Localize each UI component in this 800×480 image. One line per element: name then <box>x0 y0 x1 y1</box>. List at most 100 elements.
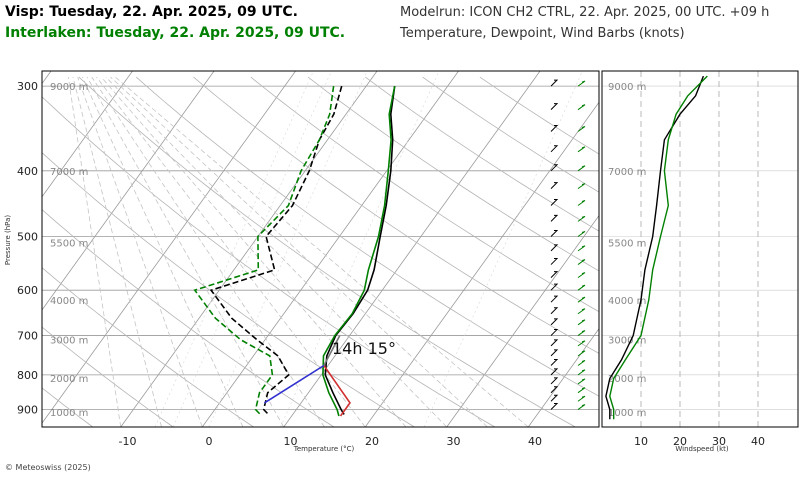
skewt-axes: 300 400 500 600 700 800 900 -10 0 10 20 30 40 <box>17 80 542 448</box>
wind-line-0 <box>605 75 705 420</box>
profile-line-2 <box>322 85 396 417</box>
barb-visp-8 <box>550 229 559 237</box>
profile-line-4 <box>323 365 351 417</box>
mixing-line-4 <box>208 71 368 427</box>
barb-visp-15 <box>550 318 559 326</box>
moist-adiabat-5 <box>82 76 244 427</box>
wind-x-tick-10: 10 <box>634 435 648 448</box>
skewt-grid <box>42 71 599 427</box>
barb-visp-0 <box>550 79 559 87</box>
profile-line-1 <box>209 85 343 415</box>
barb-visp-21 <box>550 377 559 385</box>
barb-interlaken-15 <box>577 319 586 326</box>
moist-adiabat-10 <box>86 76 285 427</box>
moist-adiabat-20 <box>96 76 366 427</box>
barb-visp-2 <box>550 124 559 132</box>
profile-line-5 <box>263 364 325 404</box>
x-tick--10: -10 <box>119 435 137 448</box>
barb-interlaken-5 <box>577 183 586 190</box>
barb-visp-6 <box>550 198 559 206</box>
barb-visp-13 <box>550 295 559 303</box>
barb-interlaken-24 <box>577 404 586 410</box>
y-axis-label: Pressure (hPa) <box>4 215 12 265</box>
dry-adiabat-5 <box>42 267 254 427</box>
barb-interlaken-20 <box>577 369 586 376</box>
wind-x-tick-20: 20 <box>673 435 687 448</box>
barb-interlaken-4 <box>577 165 586 172</box>
profile-line-0 <box>324 85 396 415</box>
mixing-line-8 <box>280 71 440 427</box>
barb-interlaken-3 <box>577 146 586 153</box>
copyright: © Meteoswiss (2025) <box>5 463 91 472</box>
skewt-frame <box>41 70 600 428</box>
y-tick-600: 600 <box>17 284 38 297</box>
wind-altitude-label-2: 5500 m <box>608 238 646 249</box>
barb-interlaken-16 <box>577 330 586 336</box>
wind-altitude-label-3: 4000 m <box>608 296 646 307</box>
barb-interlaken-12 <box>577 284 586 291</box>
y-tick-300: 300 <box>17 80 38 93</box>
windspeed-frame <box>601 70 799 428</box>
barb-visp-20 <box>550 368 559 376</box>
x-tick-20: 20 <box>365 435 379 448</box>
wind-altitude-label-5: 2000 m <box>608 374 646 385</box>
barb-visp-16 <box>550 329 559 336</box>
barb-interlaken-2 <box>577 126 586 132</box>
dry-adiabat-7 <box>42 152 415 427</box>
barb-interlaken-19 <box>577 360 586 366</box>
barb-visp-19 <box>550 359 559 366</box>
profile-line-6 <box>323 335 341 366</box>
barb-visp-17 <box>550 339 559 347</box>
y-tick-900: 900 <box>17 404 38 417</box>
wind-altitude-label-4: 3000 m <box>608 336 646 347</box>
isotherm--10 <box>120 71 378 427</box>
barb-interlaken-23 <box>577 395 586 402</box>
altitude-label-5: 2000 m <box>50 374 88 385</box>
barb-interlaken-7 <box>577 215 586 222</box>
barb-interlaken-6 <box>577 199 586 206</box>
barb-interlaken-14 <box>577 308 586 315</box>
dry-adiabat-4 <box>42 326 174 427</box>
y-tick-700: 700 <box>17 330 38 343</box>
barb-visp-9 <box>550 244 559 252</box>
y-tick-500: 500 <box>17 230 38 243</box>
barb-visp-18 <box>550 349 559 357</box>
wind-altitude-label-0: 9000 m <box>608 82 646 93</box>
barb-visp-10 <box>550 258 559 265</box>
isotherm--40 <box>42 71 133 198</box>
isotherm--20 <box>42 71 296 424</box>
altitude-label-3: 4000 m <box>50 296 88 307</box>
dry-adiabat-12 <box>250 76 599 313</box>
skewt-profiles <box>193 85 396 417</box>
x-tick-10: 10 <box>284 435 298 448</box>
barb-visp-24 <box>550 403 559 410</box>
windspeed-altitude-labels: 9000 m 7000 m 5500 m 4000 m 3000 m 2000 m 1000… <box>608 82 646 419</box>
barb-interlaken-8 <box>577 231 586 237</box>
barb-visp-11 <box>550 271 559 278</box>
barb-visp-3 <box>550 145 559 153</box>
barb-visp-14 <box>550 307 559 315</box>
altitude-label-2: 5500 m <box>50 238 88 249</box>
station2-title: Interlaken: Tuesday, 22. Apr. 2025, 09 U… <box>5 25 346 41</box>
barb-visp-4 <box>550 164 559 172</box>
barb-visp-1 <box>550 103 559 111</box>
moist-adiabat-25 <box>100 76 407 427</box>
wind-axis-label: Windspeed (kt) <box>675 445 728 453</box>
moist-adiabat-15 <box>91 76 325 427</box>
barb-interlaken-1 <box>577 104 586 111</box>
barb-interlaken-0 <box>577 80 586 87</box>
station1-title: Visp: Tuesday, 22. Apr. 2025, 09 UTC. <box>5 4 298 20</box>
barb-visp-23 <box>550 394 559 402</box>
barb-interlaken-11 <box>577 272 586 279</box>
modelrun-label: Modelrun: ICON CH2 CTRL, 22. Apr. 2025, … <box>400 5 770 20</box>
barb-visp-12 <box>550 283 559 291</box>
isotherm-20 <box>364 101 599 427</box>
moist-adiabat-40 <box>115 76 529 427</box>
x-tick-0: 0 <box>206 435 213 448</box>
barb-visp-7 <box>550 214 559 222</box>
altitude-label-1: 7000 m <box>50 167 88 178</box>
wind-x-tick-30: 30 <box>712 435 726 448</box>
moist-adiabat--5 <box>72 77 162 427</box>
dry-adiabat-9 <box>78 76 576 427</box>
